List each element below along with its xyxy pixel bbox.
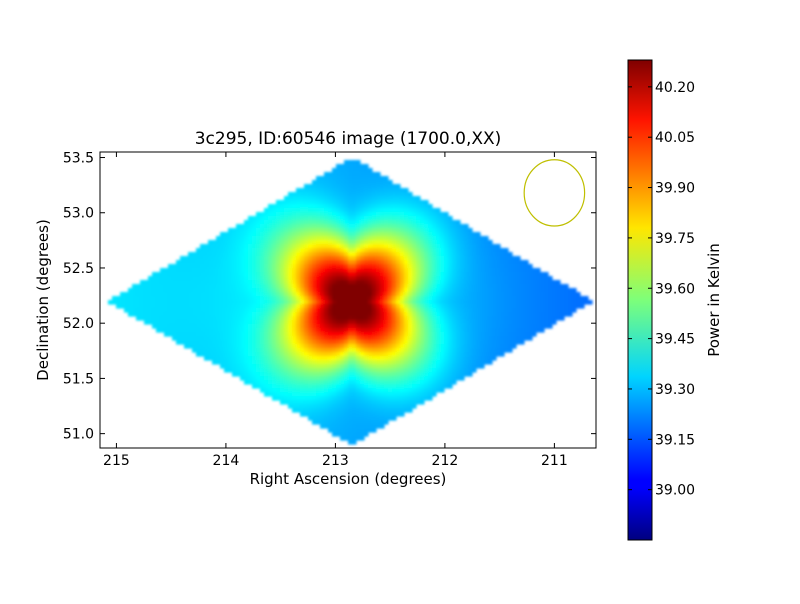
y-axis: 51.0 51.5 52.0 52.5 53.0 53.5 [63,151,596,443]
colorbar-tick-label: 39.75 [655,231,695,247]
y-tick-label: 51.5 [63,371,94,387]
colorbar: 39.00 39.15 39.30 39.45 39.60 39.75 39.90 40.05… [627,59,723,541]
x-tick-label: 214 [213,453,240,469]
colorbar-tick-label: 40.05 [655,130,695,146]
colorbar-frame [627,59,653,541]
beam-circle [523,159,586,227]
x-tick-label: 212 [432,453,459,469]
x-axis-label: Right Ascension (degrees) [250,470,447,488]
chart-title: 3c295, ID:60546 image (1700.0,XX) [195,129,502,149]
colorbar-tick-label: 40.20 [655,80,695,96]
y-tick-label: 52.5 [63,261,94,277]
x-tick-label: 215 [103,453,130,469]
colorbar-tick-label: 39.90 [655,181,695,197]
y-axis-label: Declination (degrees) [34,219,52,381]
x-tick-label: 213 [322,453,349,469]
y-tick-label: 53.0 [63,206,94,222]
y-tick-label: 53.5 [63,151,94,167]
colorbar-ticks: 39.00 39.15 39.30 39.45 39.60 39.75 39.90 40.05… [628,80,695,499]
heatmap-field [108,160,593,445]
colorbar-label: Power in Kelvin [705,243,723,357]
plot-frame [99,151,597,449]
y-tick-label: 51.0 [63,427,94,443]
y-tick-label: 52.0 [63,316,94,332]
plot-area: 215 214 213 212 211 51.0 51.5 52.0 52.5 53.0 53.5 [63,151,597,469]
x-axis: 215 214 213 212 211 [103,152,568,469]
heatmap-image [108,159,593,445]
colorbar-tick-label: 39.00 [655,483,695,499]
colorbar-tick-label: 39.30 [655,382,695,398]
colorbar-tick-label: 39.15 [655,432,695,448]
colorbar-gradient [628,60,652,540]
colorbar-tick-label: 39.60 [655,281,695,297]
colorbar-tick-label: 39.45 [655,332,695,348]
x-tick-label: 211 [541,453,568,469]
